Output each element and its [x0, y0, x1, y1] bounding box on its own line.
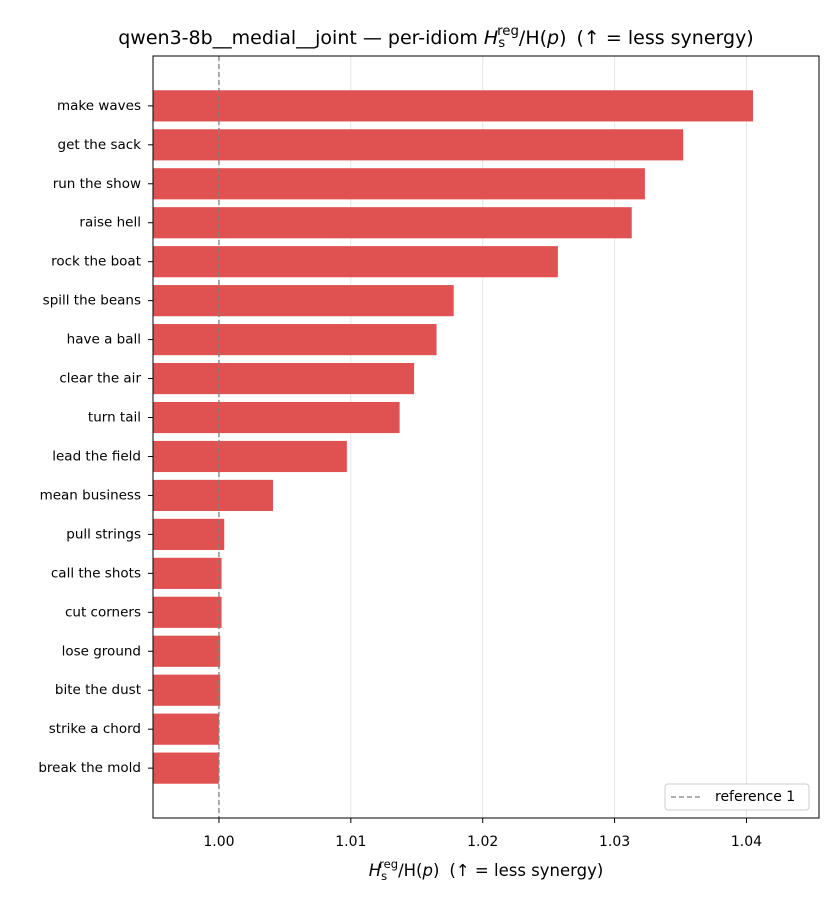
x-tick-label: 1.02 [467, 834, 498, 850]
bar [153, 674, 221, 706]
metric-note: (↑ = less synergy) [449, 861, 603, 880]
bar [153, 90, 754, 122]
y-tick-label: make waves [57, 98, 141, 114]
bar [153, 596, 222, 628]
metric-sub: s [381, 869, 387, 883]
y-tick-label: spill the beans [43, 293, 141, 309]
plot-frame [152, 55, 820, 819]
bar [153, 285, 454, 317]
metric-base: H [484, 27, 498, 49]
y-tick-label: break the mold [38, 760, 141, 776]
chart-title: qwen3-8b__medial__joint — per-idiom Hsre… [118, 24, 753, 51]
metric-var: p [421, 861, 432, 880]
y-tick-label: get the sack [58, 137, 142, 153]
metric-rest: /H( [519, 27, 547, 49]
legend-box [664, 783, 810, 811]
y-tick-label: have a ball [67, 332, 141, 348]
metric-sup: reg [497, 24, 519, 39]
bar [153, 168, 645, 200]
metric-rest: /H( [398, 861, 422, 880]
legend-label: reference 1 [715, 789, 795, 805]
x-tick-label: 1.01 [335, 834, 366, 850]
y-tick-label: pull strings [66, 526, 141, 542]
bar [153, 518, 225, 550]
y-tick-label: cut corners [65, 604, 141, 620]
y-tick-label: mean business [40, 487, 141, 503]
metric-sup: reg [379, 857, 398, 871]
metric-close: ) [433, 861, 439, 880]
y-tick-label: lead the field [52, 448, 141, 464]
bar [153, 324, 437, 356]
bar [153, 246, 558, 278]
bar [153, 440, 347, 473]
bar [153, 479, 274, 512]
x-tick-label: 1.00 [203, 834, 234, 850]
bar [153, 129, 684, 161]
y-tick-label: clear the air [59, 371, 141, 387]
y-tick-label: raise hell [79, 215, 141, 231]
y-tick-label: turn tail [88, 410, 141, 426]
y-tick-label: lose ground [62, 643, 141, 659]
bar [153, 713, 219, 745]
bar [153, 401, 400, 434]
bar [153, 557, 222, 589]
x-tick-label: 1.04 [731, 834, 762, 850]
bar [153, 362, 415, 395]
bar [153, 752, 219, 784]
x-axis-label: Hsreg/H(p) (↑ = less synergy) [369, 857, 604, 883]
y-tick-label: strike a chord [49, 721, 141, 737]
bar [153, 635, 221, 667]
metric-note: (↑ = less synergy) [577, 27, 754, 49]
x-tick-label: 1.03 [599, 834, 630, 850]
metric-base: H [369, 861, 381, 880]
bar [153, 207, 632, 239]
metric-var: p [546, 27, 559, 49]
title-text: qwen3-8b__medial__joint — per-idiom [118, 27, 478, 49]
y-tick-label: rock the boat [51, 254, 141, 270]
y-tick-label: bite the dust [55, 682, 141, 698]
metric-sub: s [498, 36, 505, 51]
metric-close: ) [559, 27, 566, 49]
y-tick-label: run the show [53, 176, 141, 192]
y-tick-label: call the shots [51, 565, 141, 581]
